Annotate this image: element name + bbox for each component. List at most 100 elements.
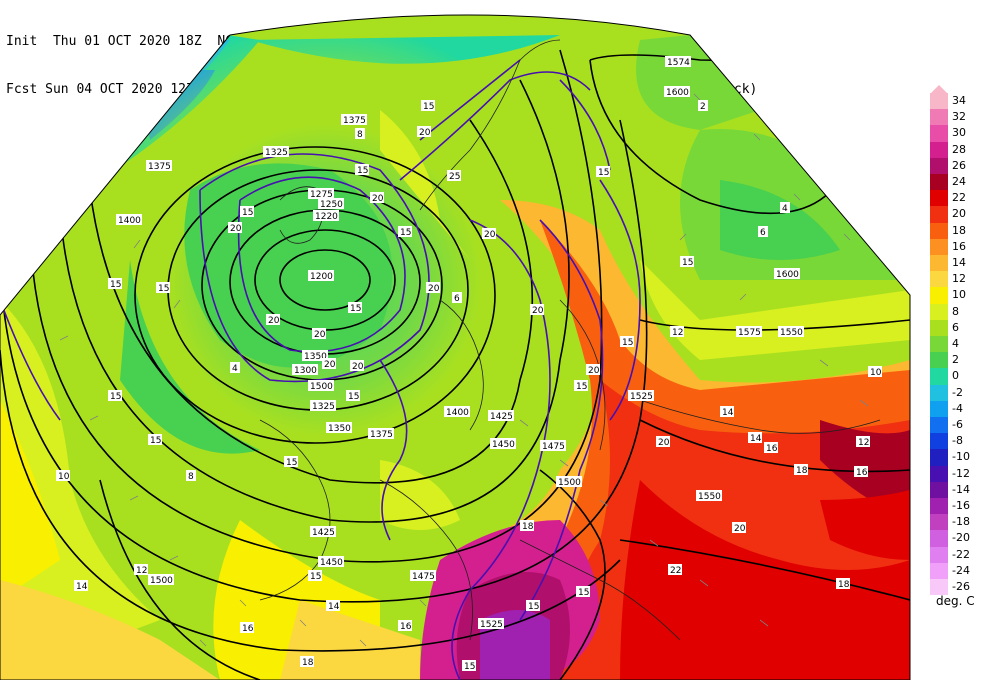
colorbar-swatch <box>930 222 948 239</box>
wind-contours <box>0 59 641 680</box>
svg-text:20: 20 <box>532 306 544 316</box>
colorbar-swatch <box>930 174 948 191</box>
wind-label: 15 <box>284 456 298 468</box>
height-label: 1550 <box>696 490 722 502</box>
svg-text:2: 2 <box>700 102 706 112</box>
coastlines <box>259 39 881 641</box>
colorbar-label: -18 <box>952 515 970 529</box>
wind-label: 15 <box>240 206 254 218</box>
svg-text:4: 4 <box>782 204 788 214</box>
svg-text:18: 18 <box>302 658 314 668</box>
temp-label: 10 <box>868 366 882 378</box>
temp-label: 14 <box>74 580 88 592</box>
height-label: 1325 <box>310 400 336 412</box>
wind-label: 20 <box>426 282 440 294</box>
height-label: 1375 <box>341 114 367 126</box>
colorbar-swatch <box>930 514 948 531</box>
svg-text:1500: 1500 <box>150 576 173 586</box>
temp-label: 8 <box>186 470 196 482</box>
svg-text:20: 20 <box>372 194 384 204</box>
colorbar-swatch <box>930 481 948 498</box>
svg-text:1275: 1275 <box>310 190 333 200</box>
colorbar-label: 22 <box>952 191 966 205</box>
svg-text:16: 16 <box>400 622 412 632</box>
height-label: 1600 <box>774 268 800 280</box>
svg-text:15: 15 <box>348 392 359 402</box>
svg-text:25: 25 <box>449 172 460 182</box>
wind-label: 25 <box>447 170 461 182</box>
svg-text:15: 15 <box>242 208 253 218</box>
temp-label: 18 <box>794 464 808 476</box>
svg-text:20: 20 <box>658 438 670 448</box>
wind-label: 15 <box>108 390 122 402</box>
temp-label: 18 <box>300 656 314 668</box>
svg-text:16: 16 <box>766 444 778 454</box>
temp-label: 16 <box>764 442 778 454</box>
svg-text:20: 20 <box>230 224 242 234</box>
colorbar-label: 30 <box>952 126 966 140</box>
height-label: 1500 <box>556 476 582 488</box>
colorbar-swatch <box>930 562 948 579</box>
temp-label: 18 <box>520 520 534 532</box>
height-label: 1500 <box>148 574 174 586</box>
wind-label: 15 <box>156 282 170 294</box>
wind-label-group: 15 20 15 20 15 20 15 20 25 20 15 15 20 1… <box>108 100 694 672</box>
height-label: 1325 <box>263 146 289 158</box>
height-label: 1450 <box>490 438 516 450</box>
svg-text:15: 15 <box>400 228 411 238</box>
wind-label: 15 <box>620 336 634 348</box>
wind-label: 20 <box>482 228 496 240</box>
temp-label-group: 8 4 6 2 10 14 16 18 12 20 14 16 12 18 14… <box>56 100 882 668</box>
temp-label: 6 <box>758 226 768 238</box>
svg-text:6: 6 <box>760 228 766 238</box>
colorbar-arrow-tip <box>930 85 948 94</box>
height-label: 1250 <box>318 198 344 210</box>
wind-label: 15 <box>148 434 162 446</box>
colorbar-label: 28 <box>952 142 966 156</box>
colorbar-swatch <box>930 579 948 596</box>
height-label: 1450 <box>318 556 344 568</box>
svg-text:20: 20 <box>428 284 440 294</box>
svg-text:1550: 1550 <box>780 328 803 338</box>
svg-text:1300: 1300 <box>294 366 317 376</box>
wind-label: 15 <box>398 226 412 238</box>
colorbar-label: -10 <box>952 450 970 464</box>
height-label: 1220 <box>313 210 339 222</box>
colorbar-label: -8 <box>952 434 963 448</box>
svg-text:1500: 1500 <box>558 478 581 488</box>
wind-label: 20 <box>530 304 544 316</box>
svg-text:20: 20 <box>419 128 431 138</box>
weather-map: 1574 1600 1375 1325 1275 1220 1200 1400 … <box>0 14 911 680</box>
height-label-group: 1574 1600 1375 1325 1275 1220 1200 1400 … <box>116 56 804 630</box>
svg-text:1574: 1574 <box>667 58 690 68</box>
colorbar-label: -22 <box>952 547 970 561</box>
colorbar-swatch <box>930 368 948 385</box>
svg-text:12: 12 <box>672 328 683 338</box>
svg-text:1250: 1250 <box>320 200 343 210</box>
temp-label: 14 <box>748 432 762 444</box>
wind-label: 15 <box>596 166 610 178</box>
colorbar-label: -12 <box>952 466 970 480</box>
colorbar-label: 34 <box>952 94 966 107</box>
temp-label: 22 <box>668 564 682 576</box>
svg-text:1600: 1600 <box>666 88 689 98</box>
colorbar-label: 26 <box>952 158 966 172</box>
svg-text:22: 22 <box>670 566 681 576</box>
svg-text:20: 20 <box>484 230 496 240</box>
colorbar-swatch <box>930 303 948 320</box>
wind-label: 20 <box>312 328 326 340</box>
colorbar-label: 2 <box>952 353 959 367</box>
temp-label: 12 <box>134 564 148 576</box>
svg-text:15: 15 <box>150 436 161 446</box>
height-label: 1525 <box>478 618 504 630</box>
svg-text:16: 16 <box>856 468 868 478</box>
svg-text:15: 15 <box>578 588 589 598</box>
svg-text:15: 15 <box>682 258 693 268</box>
temp-label: 16 <box>240 622 254 634</box>
svg-text:15: 15 <box>110 280 121 290</box>
colorbar-swatch <box>930 336 948 353</box>
colorbar-swatch <box>930 93 948 110</box>
wind-label: 15 <box>348 302 362 314</box>
height-label: 1200 <box>308 270 334 282</box>
svg-text:4: 4 <box>232 364 238 374</box>
